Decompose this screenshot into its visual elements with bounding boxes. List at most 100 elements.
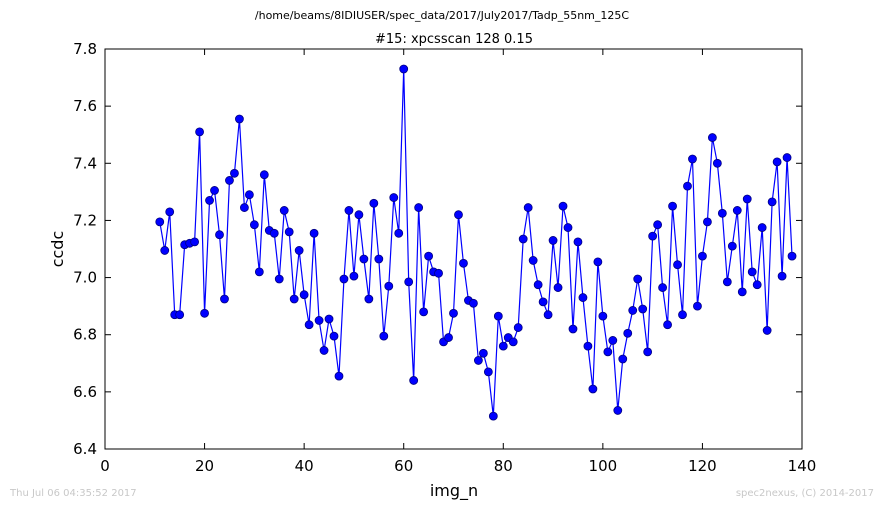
data-point — [518, 234, 528, 244]
data-point — [374, 254, 384, 264]
data-point — [767, 197, 777, 207]
data-point — [568, 324, 578, 334]
data-point — [200, 308, 209, 318]
data-point — [553, 283, 563, 292]
data-point — [165, 207, 175, 217]
y-tick-label: 7.6 — [73, 97, 97, 115]
data-point — [359, 254, 369, 264]
data-point — [593, 257, 603, 267]
data-point — [190, 237, 200, 247]
data-point — [717, 208, 727, 218]
data-point — [299, 290, 309, 300]
chart-suptitle: /home/beams/8IDIUSER/spec_data/2017/July… — [255, 9, 630, 22]
data-point — [309, 228, 319, 238]
x-tick-label: 140 — [788, 457, 817, 475]
data-point — [757, 223, 767, 232]
data-point — [653, 220, 663, 230]
data-point — [658, 283, 667, 292]
data-point — [703, 217, 712, 227]
data-point — [613, 406, 623, 415]
data-point — [668, 201, 677, 211]
data-point — [513, 323, 523, 332]
data-point — [175, 310, 185, 320]
data-point — [254, 267, 264, 277]
data-point — [693, 301, 702, 311]
data-point — [389, 193, 399, 202]
data-point — [663, 320, 672, 330]
data-point — [712, 158, 722, 168]
data-point — [483, 367, 493, 377]
data-point — [319, 346, 329, 355]
data-point — [454, 210, 463, 220]
data-point — [294, 246, 304, 255]
y-tick-label: 7.2 — [73, 211, 97, 229]
data-point — [369, 198, 379, 208]
footer-credit: spec2nexus, (C) 2014-2017 — [735, 488, 874, 499]
data-point — [414, 203, 424, 212]
data-point — [354, 210, 364, 220]
data-point — [324, 314, 334, 324]
data-point — [304, 320, 314, 330]
data-point — [249, 220, 259, 230]
y-axis-label: ccdc — [48, 231, 67, 268]
data-point — [732, 206, 742, 215]
data-point — [573, 237, 583, 247]
x-tick-label: 0 — [100, 457, 110, 475]
chart-title: #15: xpcsscan 128 0.15 — [375, 32, 533, 47]
data-point — [394, 228, 404, 238]
data-point — [558, 201, 568, 211]
series-layer — [155, 64, 797, 421]
x-axis-label: img_n — [430, 481, 478, 501]
data-point — [787, 251, 797, 261]
data-point — [747, 267, 757, 277]
data-point — [698, 251, 707, 261]
data-point — [424, 251, 434, 261]
data-point — [543, 310, 553, 320]
data-point — [230, 168, 239, 178]
data-point — [548, 236, 558, 245]
data-point — [364, 294, 374, 304]
data-point — [259, 170, 269, 180]
data-point — [339, 274, 349, 284]
x-tick-label: 80 — [494, 457, 513, 475]
data-point — [722, 277, 732, 287]
data-point — [279, 206, 289, 215]
x-tick-label: 120 — [688, 457, 717, 475]
data-point — [329, 331, 339, 341]
data-point — [488, 411, 498, 421]
data-point — [274, 274, 284, 284]
x-tick-label: 100 — [589, 457, 618, 475]
data-point — [220, 294, 229, 304]
data-point — [434, 268, 443, 278]
data-point — [244, 190, 254, 200]
data-point — [643, 347, 653, 357]
data-point — [493, 311, 503, 321]
x-tick-label: 20 — [195, 457, 214, 475]
axis-ticks: 0 20 40 60 80 100 120 140 6.4 6.6 6.8 7.0 7.2 7.4 7.6 7… — [73, 40, 816, 475]
data-point — [673, 260, 682, 270]
data-point — [528, 256, 538, 265]
data-point — [404, 277, 414, 287]
data-point — [762, 326, 772, 335]
data-point — [449, 308, 458, 318]
data-point — [379, 331, 389, 341]
data-point — [239, 203, 249, 212]
data-point — [598, 311, 608, 321]
footer-timestamp: Thu Jul 06 04:35:52 2017 — [10, 488, 137, 499]
plot-area — [104, 48, 803, 450]
data-point — [782, 153, 792, 162]
data-point — [752, 280, 762, 290]
data-point — [727, 241, 737, 251]
data-point — [419, 307, 429, 317]
data-point — [628, 306, 638, 315]
data-point — [742, 194, 752, 204]
data-point — [623, 328, 633, 338]
y-tick-label: 6.8 — [73, 326, 97, 344]
data-point — [707, 133, 717, 142]
data-point — [578, 293, 588, 302]
x-tick-label: 60 — [394, 457, 413, 475]
data-point — [289, 294, 299, 304]
x-tick-label: 40 — [295, 457, 314, 475]
data-point — [563, 223, 573, 232]
